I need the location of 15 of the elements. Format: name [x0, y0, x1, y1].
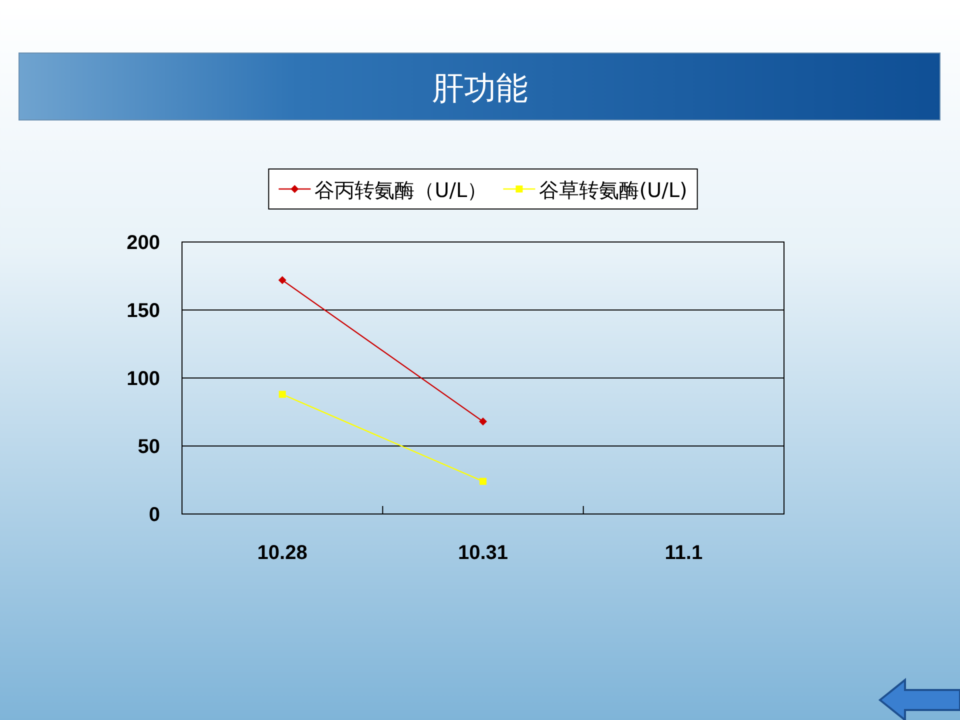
- x-tick-label: 10.31: [458, 542, 508, 564]
- y-tick-label: 100: [126, 368, 160, 390]
- x-tick-label: 10.28: [257, 542, 308, 564]
- point: [278, 276, 286, 284]
- y-tick-label: 200: [126, 232, 160, 254]
- y-tick-label: 150: [126, 300, 160, 322]
- legend-label: 谷草转氨酶(U/L): [539, 178, 688, 202]
- y-tick-label: 50: [138, 436, 160, 458]
- chart-title: 肝功能: [432, 69, 528, 107]
- point: [278, 390, 286, 398]
- legend-label: 谷丙转氨酶（U/L）: [314, 178, 488, 202]
- y-tick-label: 0: [148, 504, 160, 526]
- point: [479, 418, 487, 426]
- point: [480, 478, 486, 485]
- x-tick-label: 11.1: [664, 542, 703, 564]
